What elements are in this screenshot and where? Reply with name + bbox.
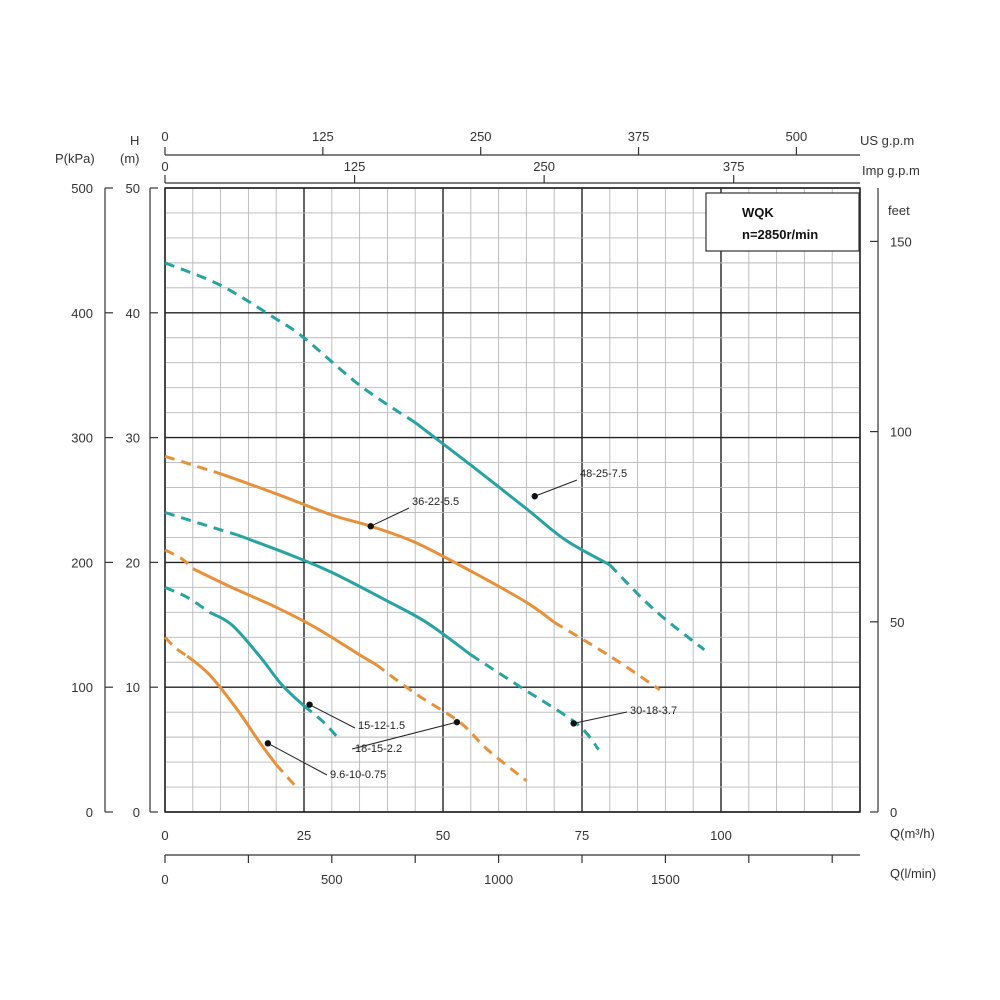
curve-15-12-1_5-solid xyxy=(208,610,306,707)
us-gpm-tick-label: 0 xyxy=(161,129,168,144)
lmin-tick-label: 500 xyxy=(321,872,343,887)
curve-marker-dot xyxy=(264,740,272,747)
curve-30-18-3_7-dashed-end xyxy=(469,653,600,751)
feet-tick-label: 0 xyxy=(890,805,897,820)
curve-48-25-7_5-dashed-start xyxy=(164,261,417,424)
curve-label: 48-25-7.5 xyxy=(580,468,627,480)
plot-border xyxy=(164,187,861,813)
us-gpm-tick-label: 375 xyxy=(628,129,650,144)
curve-48-25-7_5-solid xyxy=(414,421,611,567)
legend-box xyxy=(705,192,860,252)
curve-18-15-2_2-dashed-end xyxy=(375,663,528,782)
curve-label: 36-22-5.5 xyxy=(412,496,459,508)
head-tick-label: 0 xyxy=(133,805,140,820)
curve-label: 30-18-3.7 xyxy=(630,705,677,717)
imp-gpm-axis-label: Imp g.p.m xyxy=(862,163,920,178)
pressure-tick-label: 0 xyxy=(86,805,93,820)
chart-subtitle: n=2850r/min xyxy=(742,227,818,242)
imp-gpm-tick-label: 375 xyxy=(723,159,745,174)
us-gpm-tick-label: 125 xyxy=(312,129,334,144)
curve-label-leader xyxy=(370,507,410,527)
curve-marker-dot xyxy=(367,523,374,530)
feet-tick-label: 150 xyxy=(890,234,912,249)
us-gpm-tick-label: 250 xyxy=(470,129,492,144)
curve-15-12-1_5-dashed-end xyxy=(303,704,339,739)
lmin-axis-label: Q(l/min) xyxy=(890,866,936,881)
pressure-tick-label: 300 xyxy=(71,431,93,446)
chart-title: WQK xyxy=(742,205,774,220)
imp-gpm-tick-label: 250 xyxy=(533,159,555,174)
lmin-tick-label: 0 xyxy=(161,872,168,887)
m3h-tick-label: 25 xyxy=(297,828,311,843)
pressure-tick-label: 500 xyxy=(71,181,93,196)
curve-label: 9.6-10-0.75 xyxy=(330,769,386,781)
curve-9_6-10-0_75-dashed-start xyxy=(163,636,189,658)
curves-layer xyxy=(163,261,706,791)
curve-15-12-1_5-dashed-start xyxy=(164,586,211,614)
curve-label-leader xyxy=(534,479,578,497)
us-gpm-tick-label: 500 xyxy=(786,129,808,144)
head-tick-label: 30 xyxy=(126,431,140,446)
feet-tick-label: 50 xyxy=(890,615,904,630)
curve-36-22-5_5-dashed-end xyxy=(553,621,661,691)
curve-18-15-2_2-dashed-start xyxy=(164,548,194,570)
curve-9_6-10-0_75-dashed-end xyxy=(275,763,300,791)
head-tick-label: 50 xyxy=(126,181,140,196)
curve-label-leader xyxy=(351,721,458,750)
pressure-tick-label: 200 xyxy=(71,555,93,570)
curve-marker-dot xyxy=(453,718,461,726)
curve-label-leader xyxy=(309,704,356,729)
curve-9_6-10-0_75-solid xyxy=(186,654,278,766)
curve-18-15-2_2-solid xyxy=(192,567,378,667)
curve-label: 18-15-2.2 xyxy=(355,743,402,755)
m3h-tick-label: 50 xyxy=(436,828,450,843)
grid-layer xyxy=(164,187,861,813)
curve-marker-dot xyxy=(306,701,313,708)
m3h-axis-label: Q(m³/h) xyxy=(890,826,935,841)
curve-label: 15-12-1.5 xyxy=(358,720,405,732)
pressure-tick-label: 400 xyxy=(71,306,93,321)
curve-marker-dot xyxy=(570,720,577,727)
curve-30-18-3_7-solid xyxy=(236,533,472,657)
head-axis-label-line1: H xyxy=(130,133,139,148)
pressure-tick-label: 100 xyxy=(71,680,93,695)
m3h-tick-label: 0 xyxy=(161,828,168,843)
feet-tick-label: 100 xyxy=(890,425,912,440)
lmin-tick-label: 1000 xyxy=(484,872,513,887)
m3h-tick-label: 100 xyxy=(710,828,732,843)
m3h-tick-label: 75 xyxy=(575,828,589,843)
curve-36-22-5_5-dashed-start xyxy=(164,454,222,476)
curve-marker-dot xyxy=(531,493,538,500)
head-tick-label: 40 xyxy=(126,306,140,321)
pressure-axis-label: P(kPa) xyxy=(55,151,95,166)
imp-gpm-tick-label: 0 xyxy=(161,159,168,174)
curve-30-18-3_7-dashed-start xyxy=(164,511,238,537)
labels-layer: 48-25-7.5 36-22-5.5 30-18-3.7 15-12-1.5 18-1… xyxy=(264,468,677,781)
curve-label-leader xyxy=(573,711,628,724)
head-axis-label-line2: (m) xyxy=(120,151,140,166)
curve-label-leader xyxy=(267,742,328,776)
us-gpm-axis-label: US g.p.m xyxy=(860,133,914,148)
feet-axis-label: feet xyxy=(888,203,910,218)
imp-gpm-tick-label: 125 xyxy=(344,159,366,174)
lmin-tick-label: 1500 xyxy=(651,872,680,887)
head-tick-label: 20 xyxy=(126,555,140,570)
curve-36-22-5_5-solid xyxy=(220,472,556,624)
head-tick-label: 10 xyxy=(126,680,140,695)
